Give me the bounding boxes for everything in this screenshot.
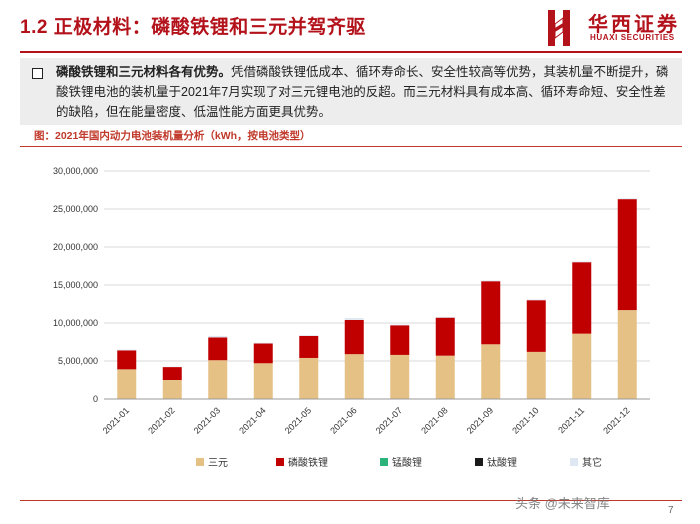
bar-segment xyxy=(526,351,546,399)
y-tick-label: 10,000,000 xyxy=(53,318,98,328)
x-tick-label: 2021-11 xyxy=(556,405,586,435)
summary-lead: 磷酸铁锂和三元材料各有优势。 xyxy=(56,65,232,79)
bar-segment xyxy=(617,199,637,311)
x-tick-label: 2021-06 xyxy=(328,405,358,435)
gridlines xyxy=(104,170,650,400)
x-tick-label: 2021-12 xyxy=(601,405,631,435)
page-title: 1.2 正极材料：磷酸铁锂和三元并驾齐驱 xyxy=(20,17,366,38)
bar-segment xyxy=(572,262,592,334)
legend-label: 磷酸铁锂 xyxy=(288,456,328,469)
bar-segment xyxy=(526,300,546,352)
bar-segment xyxy=(390,354,410,399)
battery-installation-chart: 0 5,000,000 10,000,000 15,000,000 20,000,000… xyxy=(53,166,650,469)
bar-segment xyxy=(208,335,228,338)
bar-segment xyxy=(435,317,455,356)
legend-label: 钛酸锂 xyxy=(487,456,517,469)
brand-name-cn: 华西证券 xyxy=(588,12,680,36)
x-tick-label: 2021-04 xyxy=(237,405,267,435)
legend-swatch xyxy=(475,458,483,466)
bar-segment xyxy=(299,335,319,358)
bullet-square-icon xyxy=(32,68,43,79)
x-tick-label: 2021-07 xyxy=(374,405,404,435)
footer-divider xyxy=(20,500,682,501)
y-tick-label: 25,000,000 xyxy=(53,204,98,214)
y-tick-label: 5,000,000 xyxy=(58,356,98,366)
header-divider xyxy=(20,51,682,53)
legend: 三元 磷酸铁锂 锰酸锂 钛酸锂 其它 xyxy=(196,456,602,469)
legend-swatch xyxy=(196,458,204,466)
bar-segment xyxy=(617,310,637,399)
bar-segment xyxy=(208,360,228,399)
legend-swatch xyxy=(570,458,578,466)
bar-segment xyxy=(162,380,182,399)
bar-segment xyxy=(344,318,364,320)
bar-segment xyxy=(572,333,592,399)
bar-segment xyxy=(299,335,319,336)
legend-swatch xyxy=(380,458,388,466)
legend-swatch xyxy=(276,458,284,466)
legend-label: 锰酸锂 xyxy=(392,456,422,469)
y-tick-label: 20,000,000 xyxy=(53,242,98,252)
bar-segment xyxy=(117,349,137,351)
bar-segment xyxy=(162,367,182,380)
bar-segment xyxy=(617,198,637,200)
bar-segment xyxy=(117,350,137,370)
figure-caption: 图：2021年国内动力电池装机量分析（kWh，按电池类型） xyxy=(34,130,311,142)
bar-segment xyxy=(526,299,546,301)
summary-text: 磷酸铁锂和三元材料各有优势。凭借磷酸铁锂低成本、循环寿命长、安全性较高等优势，其… xyxy=(56,62,676,122)
caption-divider xyxy=(20,146,682,147)
x-tick-label: 2021-10 xyxy=(510,405,540,435)
summary-box xyxy=(20,58,682,125)
y-axis: 0 5,000,000 10,000,000 15,000,000 20,000,000… xyxy=(53,166,650,404)
bars xyxy=(117,198,637,399)
x-tick-label: 2021-09 xyxy=(465,405,495,435)
y-tick-label: 0 xyxy=(93,394,98,404)
brand-name-en: HUAXI SECURITIES xyxy=(590,33,675,42)
bar-segment xyxy=(208,337,228,361)
legend-label: 三元 xyxy=(208,458,228,469)
bar-segment xyxy=(481,280,501,282)
bar-segment xyxy=(344,319,364,355)
x-tick-label: 2021-05 xyxy=(283,405,313,435)
watermark: 头条 @未来智库 xyxy=(515,496,610,511)
summary-body: 凭借磷酸铁锂低成本、循环寿命长、安全性较高等优势，其装机量不断提升，磷酸铁锂电池… xyxy=(56,65,669,119)
bar-segment xyxy=(390,325,410,355)
bar-segment xyxy=(481,281,501,345)
x-tick-label: 2021-02 xyxy=(146,405,176,435)
huaxi-logo-icon xyxy=(548,10,570,46)
page-number: 7 xyxy=(668,505,674,516)
legend-label: 其它 xyxy=(582,456,602,469)
bar-segment xyxy=(253,342,273,344)
bar-segment xyxy=(572,261,592,263)
bar-segment xyxy=(481,344,501,399)
bar-segment xyxy=(117,369,137,399)
bar-segment xyxy=(390,324,410,326)
bar-segment xyxy=(344,354,364,399)
x-tick-label: 2021-03 xyxy=(192,405,222,435)
x-tick-label: 2021-01 xyxy=(101,405,131,435)
bar-segment xyxy=(435,316,455,318)
x-axis: 2021-01 2021-02 2021-03 2021-04 2021-05 2021-… xyxy=(101,405,632,435)
bar-segment xyxy=(253,363,273,399)
bar-segment xyxy=(253,343,273,364)
bar-segment xyxy=(435,355,455,399)
bar-segment xyxy=(299,357,319,399)
x-tick-label: 2021-08 xyxy=(419,405,449,435)
y-tick-label: 30,000,000 xyxy=(53,166,98,176)
y-tick-label: 15,000,000 xyxy=(53,280,98,290)
